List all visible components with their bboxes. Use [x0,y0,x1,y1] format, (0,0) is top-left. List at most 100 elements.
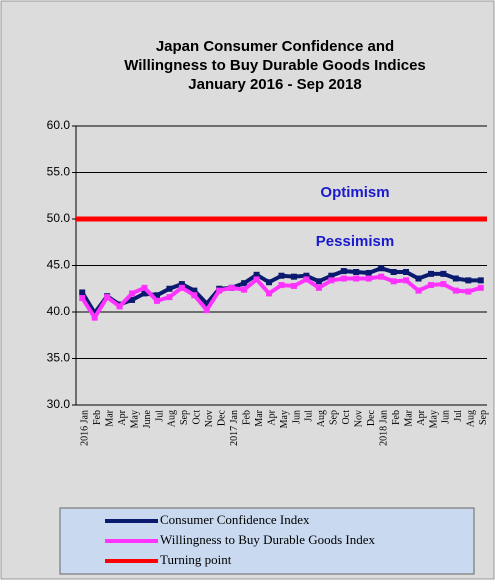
y-tick-label: 60.0 [47,118,71,132]
x-tick-label: Mar [403,409,414,426]
point [79,289,86,296]
point [340,268,347,275]
point [91,314,98,321]
chart-title: January 2016 - Sep 2018 [188,76,361,93]
point [378,273,385,280]
x-tick-label: Apr [416,409,427,425]
x-tick-label: June [142,409,153,428]
point [390,278,397,285]
x-tick-label: Apr [117,409,128,425]
x-tick-label: 2018 Jan [378,410,389,446]
x-tick-label: Jun [291,410,302,424]
x-tick-label: Jul [453,410,464,422]
x-tick-label: Jun [441,410,452,424]
x-tick-label: Oct [341,410,352,425]
legend-label: Turning point [160,552,232,567]
point [465,288,472,295]
point [328,272,335,279]
point [241,280,248,287]
point [427,270,434,277]
y-tick-label: 30.0 [47,397,71,411]
annotation: Optimism [320,184,389,201]
x-tick-label: Jul [154,410,165,422]
point [278,282,285,289]
point [153,297,160,304]
point [166,294,173,301]
point [253,271,260,278]
point [328,277,335,284]
x-tick-label: 2016 Jan [80,410,91,446]
point [303,276,310,283]
point [415,287,422,294]
point [290,273,297,280]
point [465,277,472,284]
point [129,290,136,297]
point [440,270,447,277]
x-tick-label: Feb [241,410,252,425]
point [166,285,173,292]
point [129,296,136,303]
x-tick-label: Sep [478,410,489,425]
y-tick-label: 45.0 [47,258,71,272]
x-tick-label: Dec [366,409,377,426]
point [178,281,185,288]
x-tick-label: May [129,410,140,428]
legend-label: Consumer Confidence Index [160,512,310,527]
x-tick-label: Sep [329,410,340,425]
point [191,287,198,294]
point [403,269,410,276]
x-tick-label: Aug [466,410,477,427]
x-tick-label: May [279,410,290,428]
point [241,286,248,293]
x-tick-label: Nov [354,410,365,427]
x-tick-label: Dec [217,409,228,426]
point [315,278,322,285]
x-tick-label: Mar [254,409,265,426]
point [266,279,273,286]
y-tick-label: 35.0 [47,351,71,365]
point [203,300,210,307]
legend-label: Willingness to Buy Durable Goods Index [160,532,376,547]
x-tick-label: Sep [179,410,190,425]
point [365,269,372,276]
point [141,290,148,297]
x-tick-label: Apr [266,409,277,425]
point [403,277,410,284]
x-tick-label: Oct [192,410,203,425]
x-tick-label: Aug [316,410,327,427]
point [266,290,273,297]
point [178,284,185,291]
point [315,284,322,291]
point [440,281,447,288]
point [303,272,310,279]
x-tick-label: May [428,410,439,428]
point [228,284,235,291]
point [278,272,285,279]
point [79,295,86,302]
x-tick-label: 2017 Jan [229,410,240,446]
chart-title: Japan Consumer Confidence and [156,38,394,55]
point [427,282,434,289]
x-tick-label: Nov [204,410,215,427]
y-tick-label: 50.0 [47,211,71,225]
point [353,275,360,282]
x-tick-label: Mar [104,409,115,426]
chart-title: Willingness to Buy Durable Goods Indices [124,57,426,74]
x-tick-label: Feb [92,410,103,425]
point [365,275,372,282]
annotation: Pessimism [316,233,394,250]
point [378,265,385,272]
x-tick-label: Jul [304,410,315,422]
point [477,284,484,291]
x-tick-label: Feb [391,410,402,425]
point [91,309,98,316]
point [390,269,397,276]
point [452,275,459,282]
point [477,277,484,284]
y-tick-label: 55.0 [47,165,71,179]
point [415,275,422,282]
y-tick-label: 40.0 [47,304,71,318]
point [116,303,123,310]
point [340,275,347,282]
